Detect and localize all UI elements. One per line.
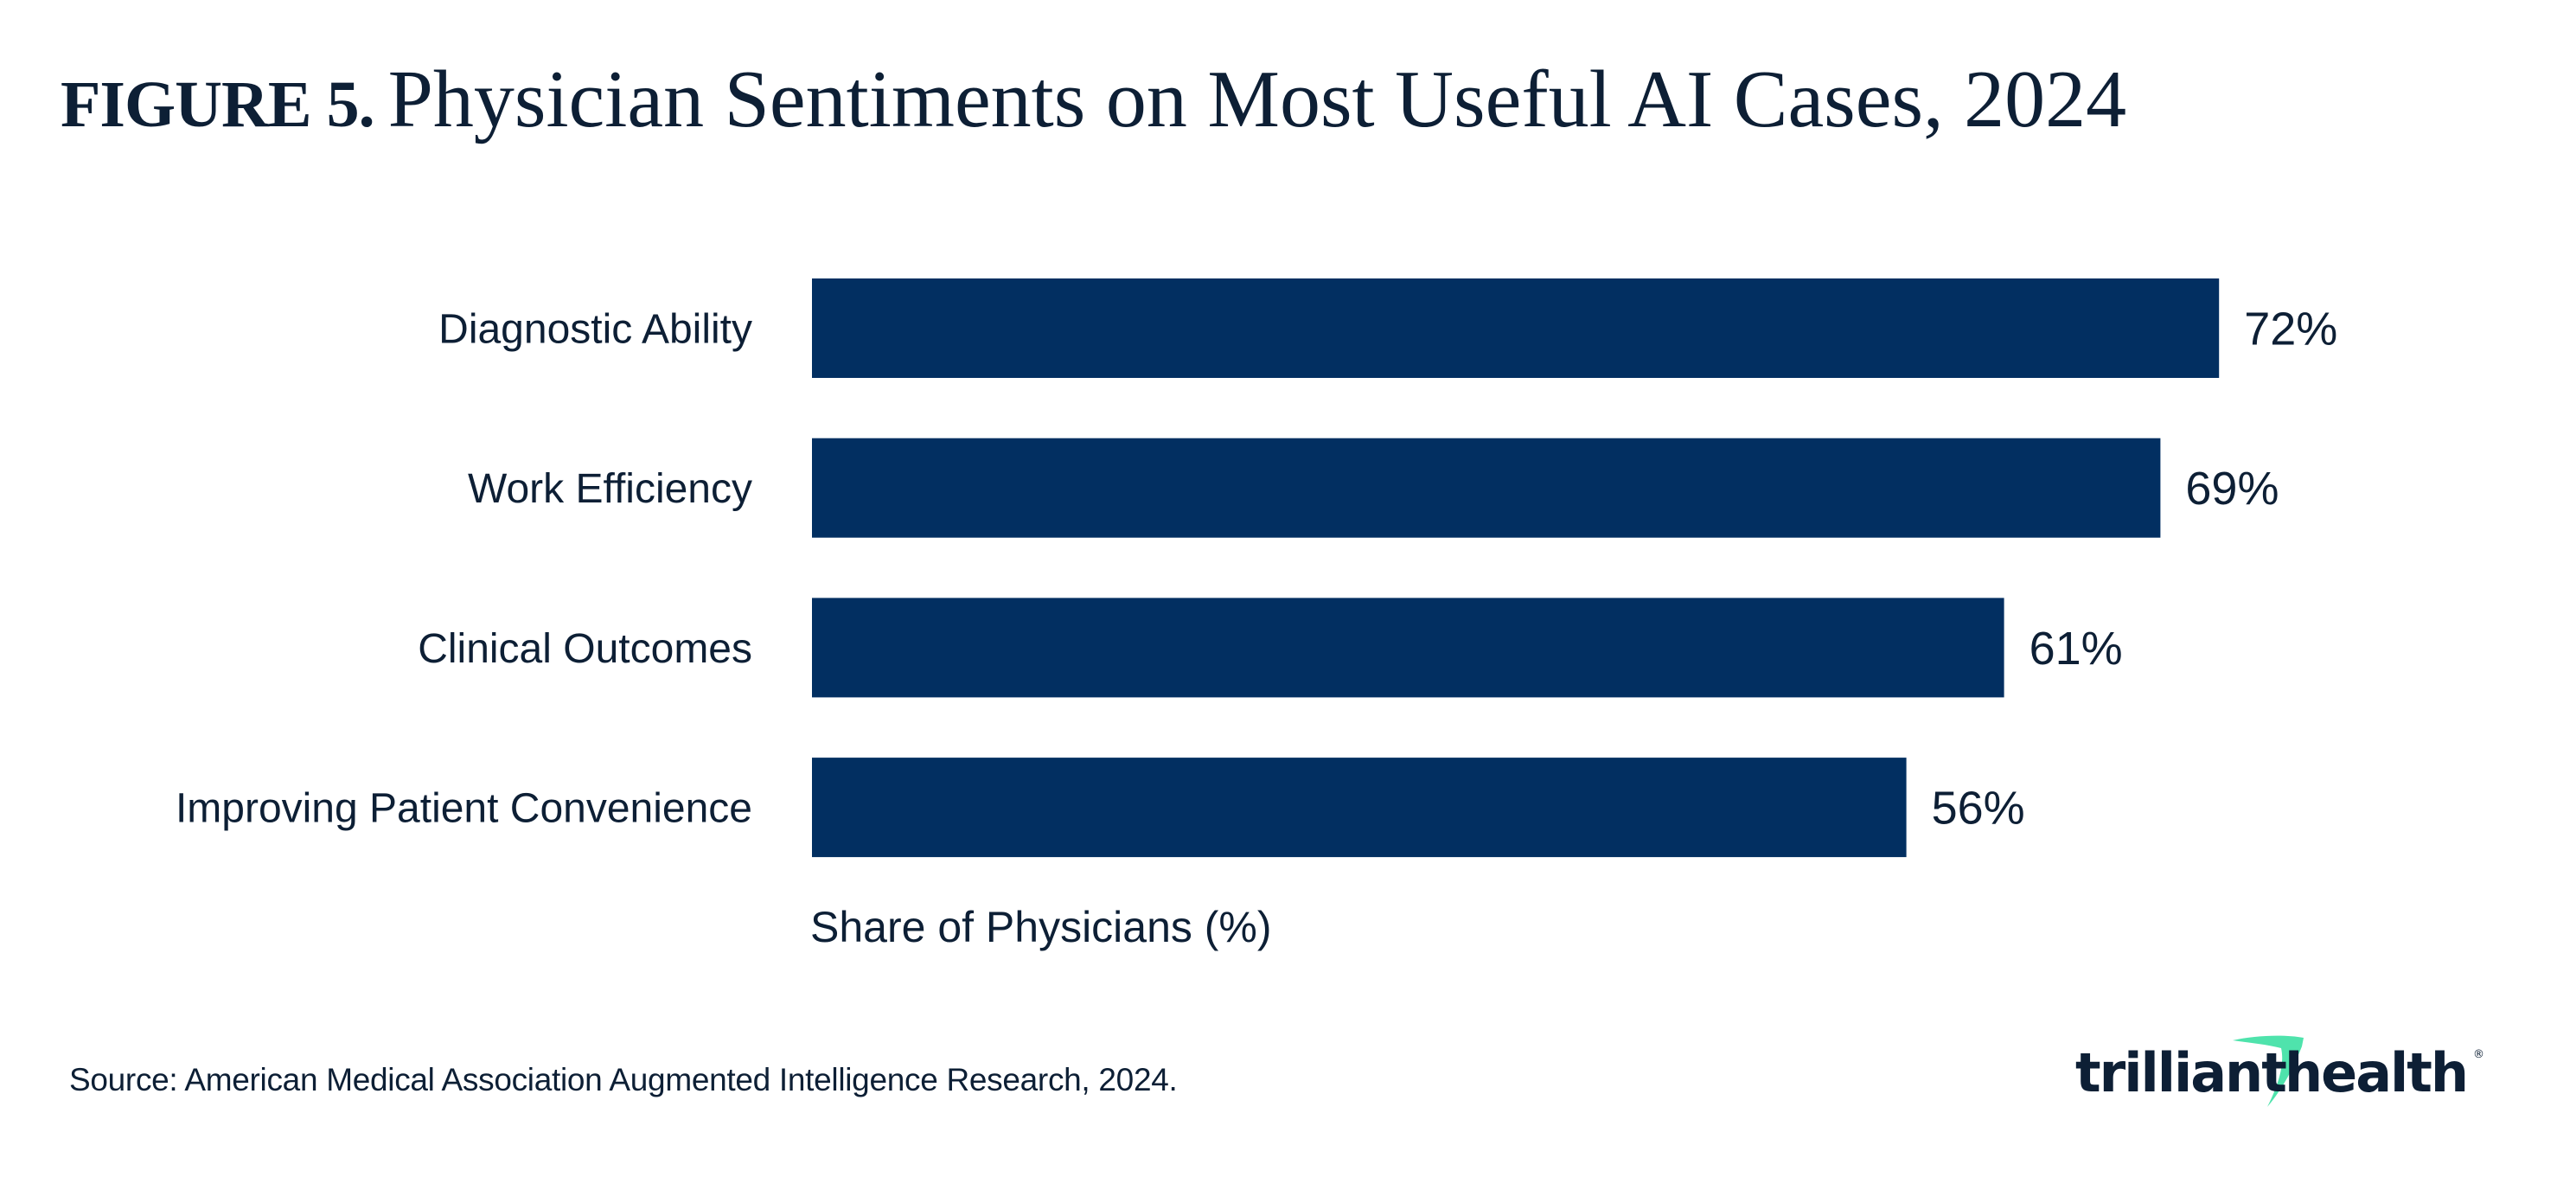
category-label: Clinical Outcomes — [418, 626, 752, 672]
category-label: Work Efficiency — [468, 466, 752, 512]
bar-clinical-outcomes — [812, 598, 2004, 698]
bar-improving-patient-convenience — [812, 758, 1907, 858]
value-label: 61% — [2029, 623, 2123, 675]
chart-title: Physician Sentiments on Most Useful AI C… — [387, 54, 2127, 144]
value-labels: 72% 69% 61% 56% — [1932, 304, 2338, 835]
trilliant-health-logo: trilliant health ® — [2074, 1029, 2489, 1116]
category-label: Diagnostic Ability — [438, 307, 752, 353]
logo-registered-mark: ® — [2473, 1048, 2484, 1061]
bar-work-efficiency — [812, 438, 2161, 538]
bar-diagnostic-ability — [812, 278, 2220, 378]
category-label: Improving Patient Convenience — [176, 786, 752, 832]
logo-text-health: health — [2285, 1041, 2467, 1104]
value-label: 69% — [2185, 463, 2279, 515]
logo-text-trilliant: trilliant — [2075, 1041, 2286, 1104]
bars-group — [812, 278, 2220, 858]
bar-chart: Diagnostic Ability Work Efficiency Clinica… — [176, 278, 2338, 951]
logo-swoosh-icon — [2233, 1035, 2304, 1107]
value-label: 72% — [2244, 304, 2337, 355]
figure-number: FIGURE 5. — [61, 68, 375, 141]
x-axis-label: Share of Physicians (%) — [810, 903, 1272, 951]
figure-title: FIGURE 5. Physician Sentiments on Most Us… — [61, 59, 2126, 140]
category-labels: Diagnostic Ability Work Efficiency Clinica… — [176, 307, 752, 832]
source-note: Source: American Medical Association Aug… — [69, 1062, 1178, 1097]
value-label: 56% — [1932, 783, 2025, 835]
